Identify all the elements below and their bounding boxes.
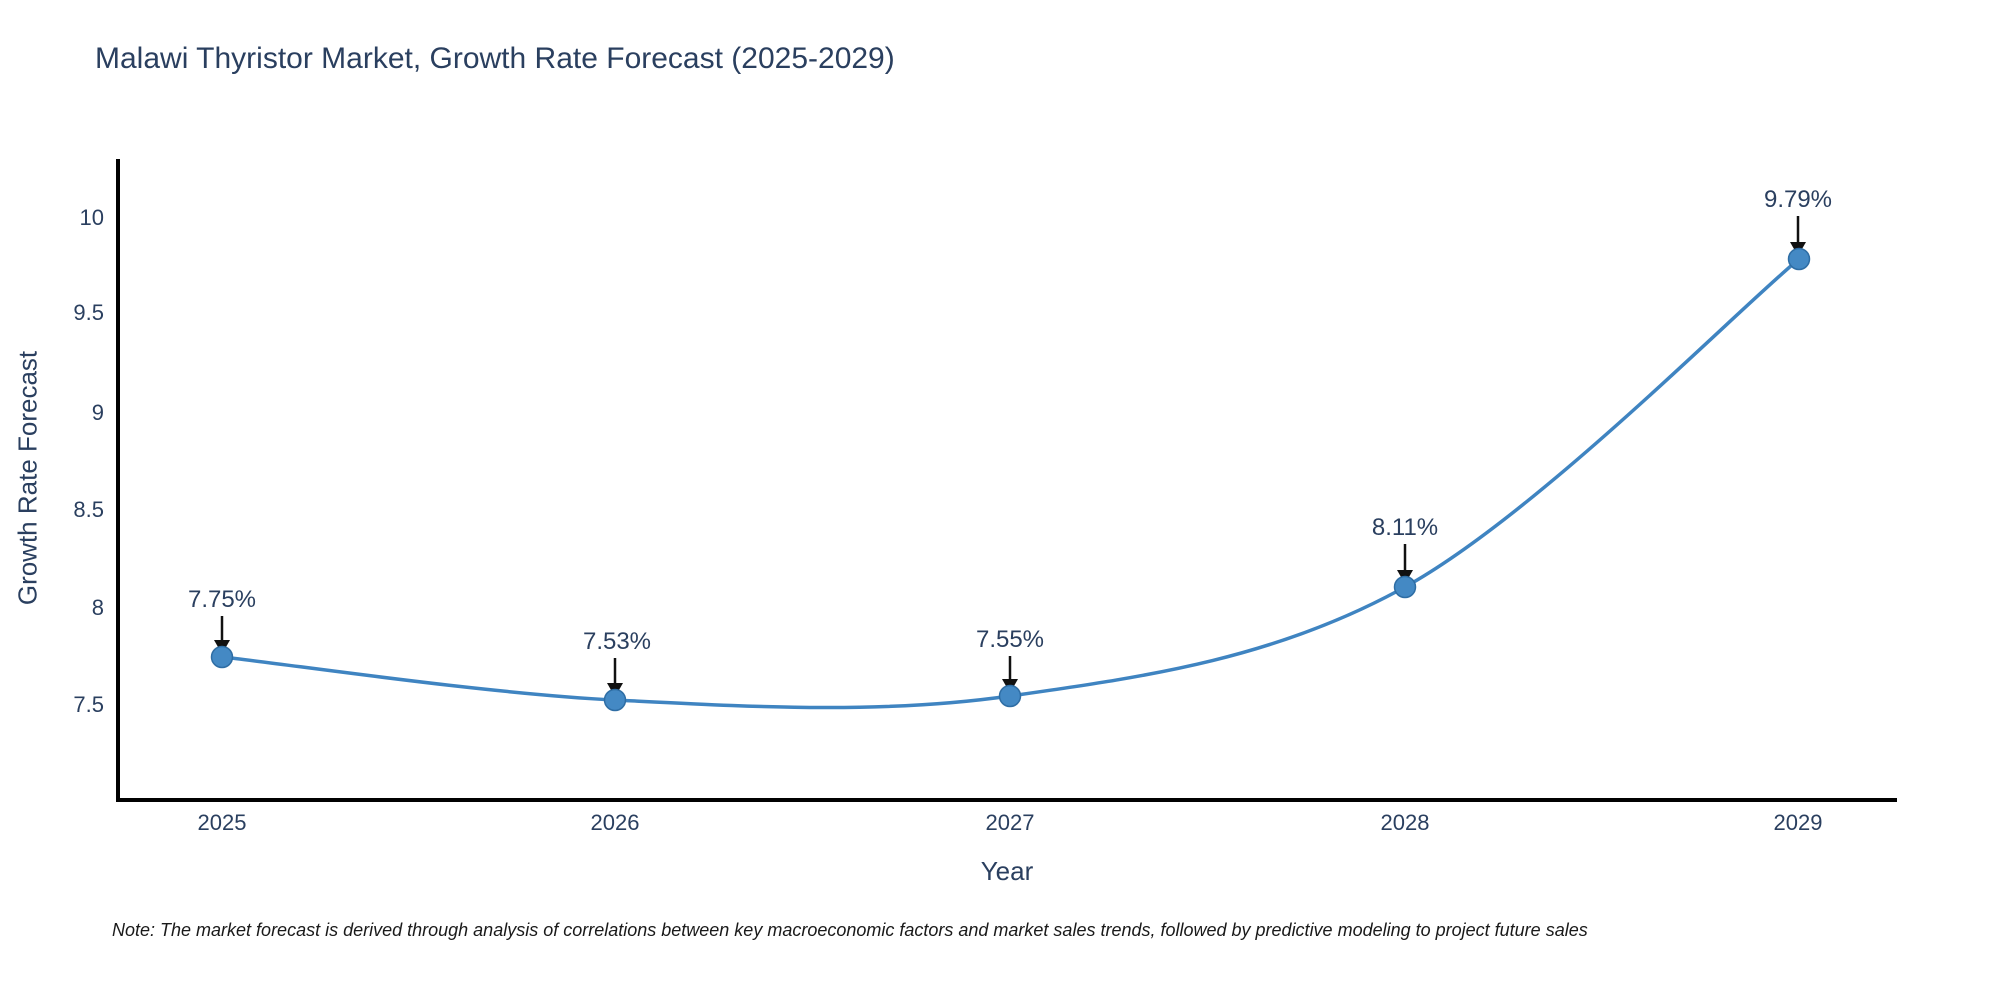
point-annotation-2025: 7.75% <box>187 586 257 613</box>
footnote-text: Note: The market forecast is derived thr… <box>112 920 1588 940</box>
data-point-2027[interactable] <box>998 684 1022 708</box>
point-annotation-2026: 7.53% <box>582 628 652 655</box>
y-tick-label: 9 <box>91 400 104 425</box>
point-annotation-2027: 7.55% <box>975 626 1045 653</box>
chart-title: Malawi Thyristor Market, Growth Rate For… <box>95 42 895 75</box>
series-line <box>220 257 1801 710</box>
data-point-2026[interactable] <box>603 688 627 712</box>
x-tick-label: 2026 <box>590 810 640 835</box>
x-axis-title: Year <box>980 856 1034 886</box>
x-tick-label: 2025 <box>197 810 247 835</box>
data-point-2025[interactable] <box>210 645 234 669</box>
y-tick-label: 7.5 <box>73 692 104 717</box>
y-tick-label: 10 <box>79 205 104 230</box>
point-annotation-2029: 9.79% <box>1763 186 1833 213</box>
x-tick-label: 2028 <box>1380 810 1430 835</box>
point-annotation-2028: 8.11% <box>1371 514 1439 541</box>
data-point-2029[interactable] <box>1787 247 1811 271</box>
data-point-2028[interactable] <box>1393 575 1417 599</box>
y-tick-label: 9.5 <box>73 300 104 325</box>
x-tick-label: 2027 <box>985 810 1035 835</box>
x-tick-label: 2029 <box>1773 810 1823 835</box>
y-tick-label: 8.5 <box>73 497 104 522</box>
y-tick-label: 8 <box>91 595 104 620</box>
